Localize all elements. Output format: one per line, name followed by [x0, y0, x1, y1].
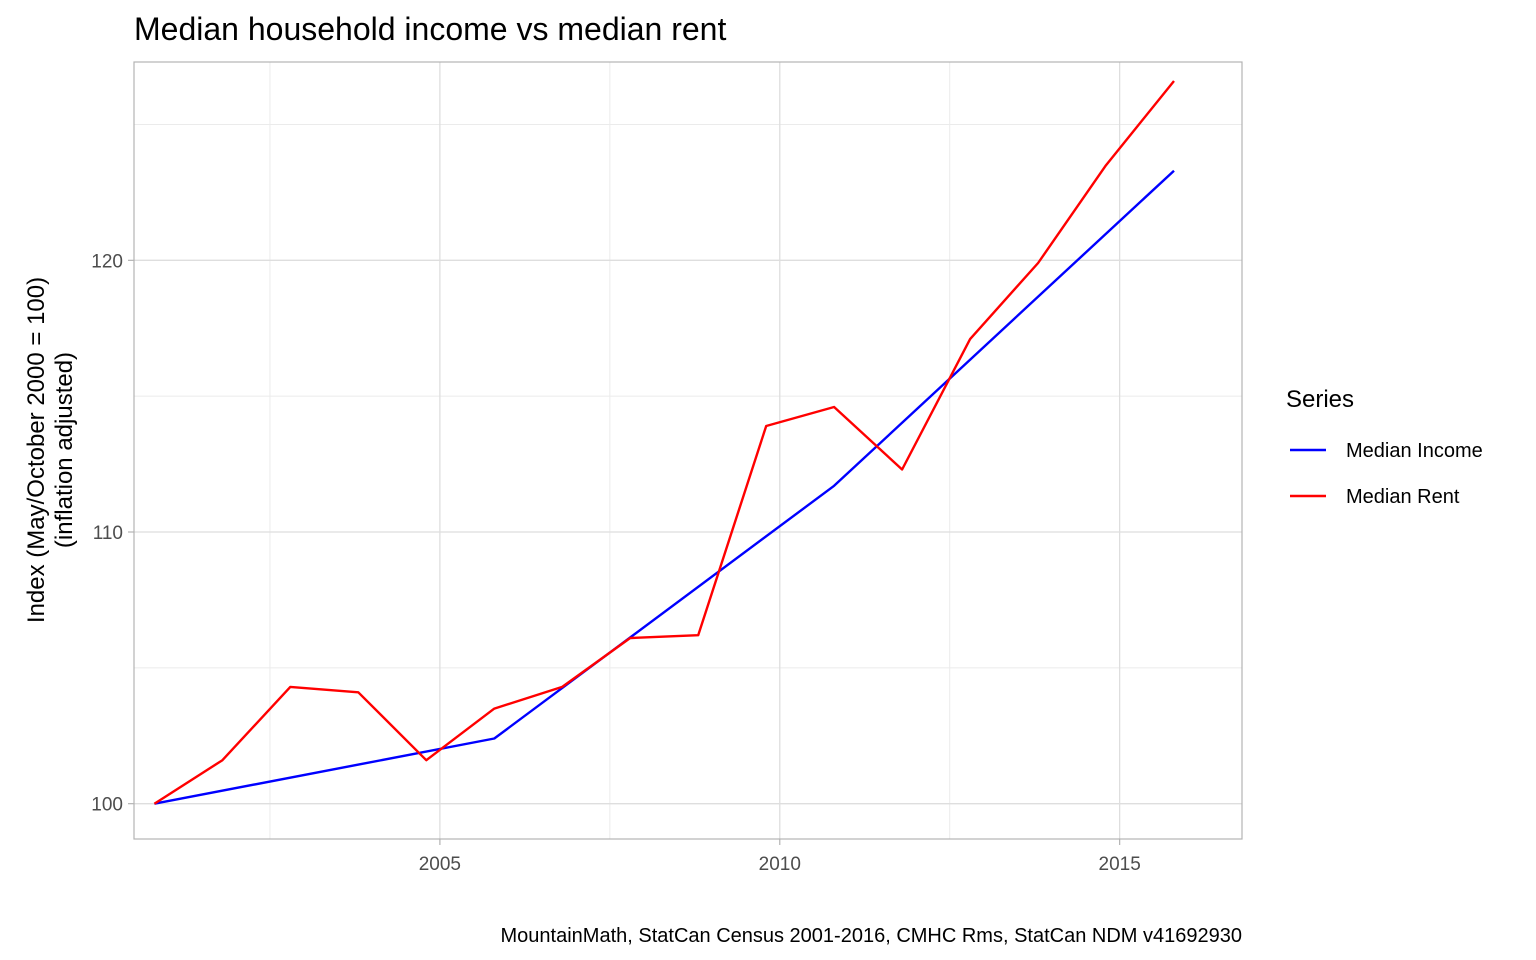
x-tick-label-0: 2005 — [419, 854, 461, 875]
x-tick-label-1: 2010 — [759, 854, 801, 875]
y-axis-title-line1: Index (May/October 2000 = 100) — [23, 277, 50, 623]
grid-minor — [134, 62, 1242, 839]
y-tick-label-1: 110 — [93, 523, 123, 544]
y-axis-title-line2: (inflation adjusted) — [51, 352, 78, 548]
series-layer — [153, 80, 1175, 805]
plot-panel — [134, 62, 1242, 839]
y-tick-label-0: 100 — [91, 795, 123, 816]
chart-caption: MountainMath, StatCan Census 2001-2016, … — [501, 925, 1242, 947]
grid-major — [134, 62, 1242, 839]
y-tick-label-2: 120 — [91, 251, 123, 272]
legend-label-median-rent: Median Rent — [1346, 486, 1460, 508]
series-line-median-income — [154, 169, 1175, 805]
legend-entries: Median Income Median Rent — [1290, 440, 1483, 508]
x-tick-label-2: 2015 — [1099, 854, 1141, 875]
legend-label-median-income: Median Income — [1346, 440, 1483, 462]
legend: Series Median Income Median Rent — [1286, 386, 1483, 508]
series-line-median-rent — [153, 80, 1175, 805]
y-axis: 100 110 120 — [91, 251, 134, 816]
chart-title: Median household income vs median rent — [134, 11, 726, 47]
legend-title: Series — [1286, 386, 1354, 413]
plot-border — [133, 61, 1243, 840]
x-axis: 2005 2010 2015 — [419, 839, 1141, 875]
